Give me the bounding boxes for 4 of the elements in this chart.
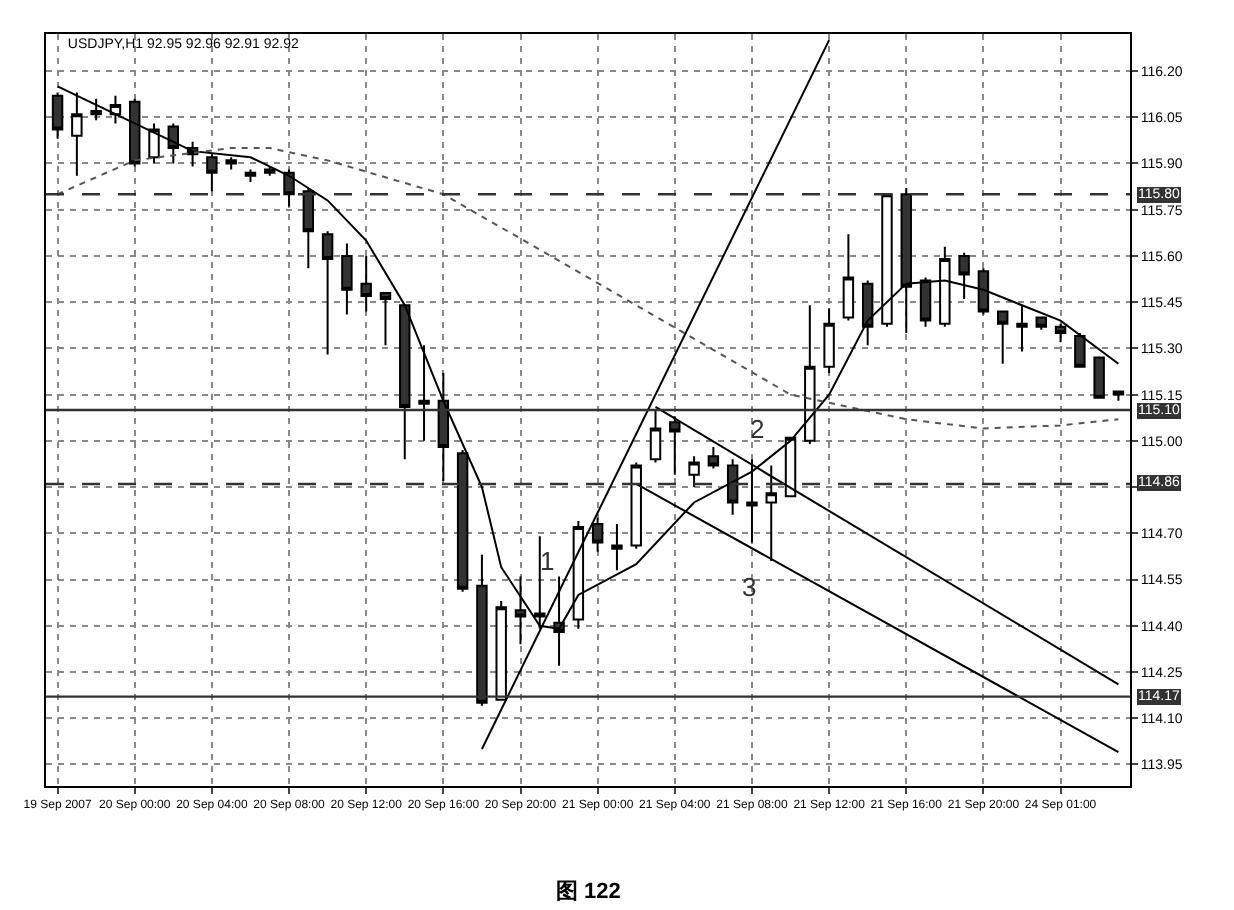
annotation: 2: [750, 414, 765, 444]
annotation: 1: [540, 546, 555, 576]
annotation: 3: [742, 572, 757, 602]
caption: 图 122: [556, 880, 621, 904]
